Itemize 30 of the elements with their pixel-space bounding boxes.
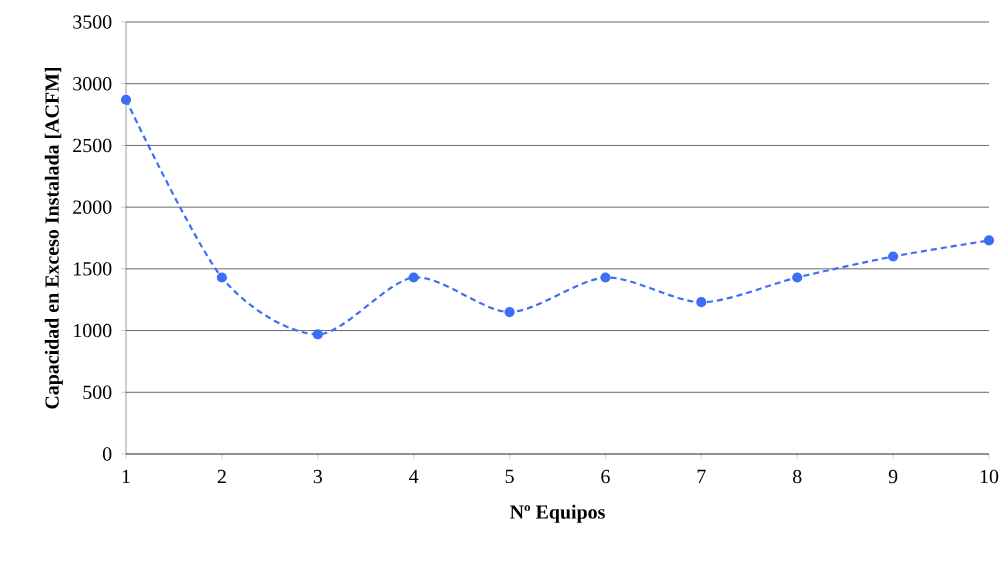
point [408,272,419,283]
x-tick-label: 9 [888,469,898,484]
point [120,94,132,105]
point [216,272,227,283]
point [600,272,611,283]
point [504,306,515,318]
point [792,272,803,283]
y-tick-label: 1000 [74,323,112,338]
x-tick-label: 6 [601,469,610,484]
point [696,297,707,308]
x-tick-label: 2 [217,469,226,484]
x-tick-label: 4 [409,469,419,483]
y-tick-label: 3000 [73,76,112,91]
x-tick-label: 3 [313,469,322,484]
x-tick-label: 10 [980,469,999,484]
y-axis-title: Capacidad en Exceso Instalada [ACFM] [44,67,63,409]
y-tick-label: 0 [102,447,112,461]
x-tick-label: 7 [697,469,706,483]
y-tick-label: 2500 [73,138,112,153]
y-tick-label: 2000 [73,200,112,214]
y-tick-label: 500 [83,385,112,399]
point [312,329,323,340]
x-axis-title: Nº Equipos [510,504,605,523]
x-tick-label: 1 [122,469,130,483]
point [888,251,899,262]
y-tick-label: 1500 [74,262,112,276]
x-tick-label: 8 [793,469,802,484]
y-tick-label: 3500 [73,15,112,29]
x-tick-label: 5 [505,469,514,484]
point [983,235,995,246]
